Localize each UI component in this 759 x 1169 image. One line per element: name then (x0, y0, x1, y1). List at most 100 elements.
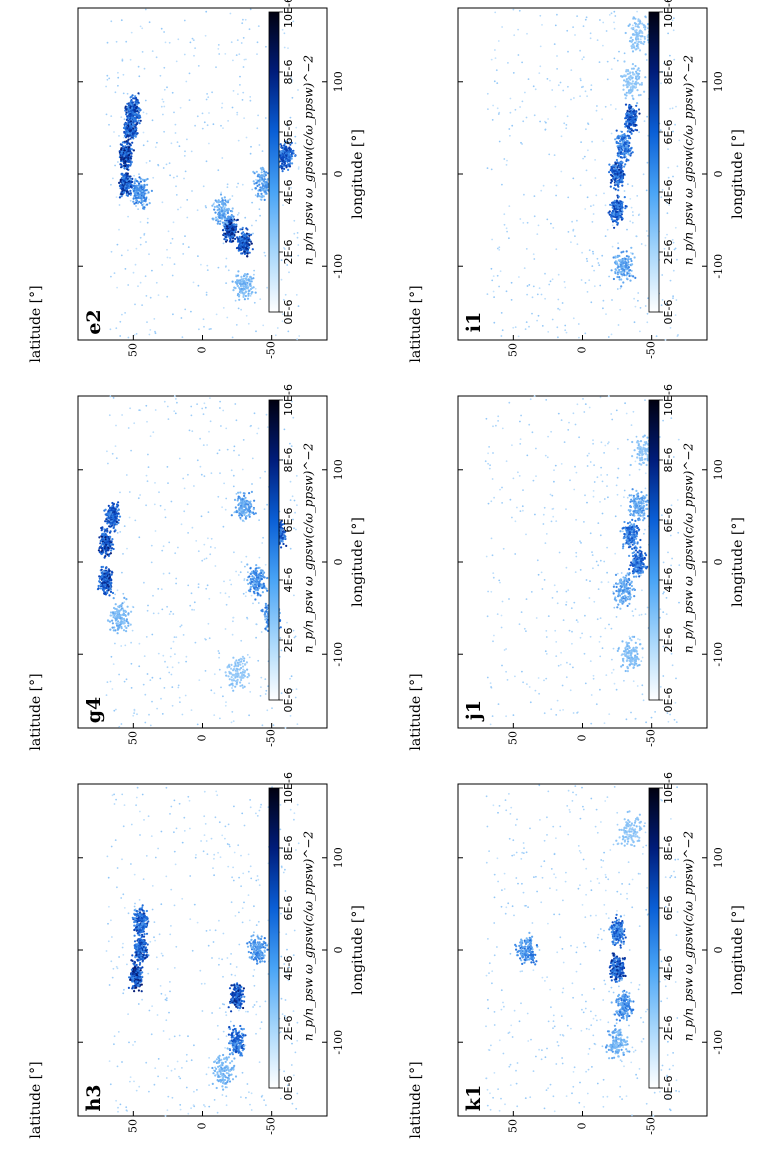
scatter-point (238, 676, 241, 679)
scatter-point (219, 407, 221, 409)
scatter-point (237, 497, 240, 500)
scatter-point (225, 1104, 228, 1107)
scatter-point (147, 604, 149, 607)
scatter-point (124, 609, 127, 612)
scatter-point (151, 700, 153, 703)
scatter-point (119, 623, 122, 626)
scatter-point (127, 624, 130, 627)
scatter-point (142, 683, 145, 686)
scatter-point (107, 876, 110, 879)
scatter-point (218, 449, 221, 451)
scatter-point (237, 658, 241, 662)
scatter-point (117, 1031, 120, 1033)
scatter-point (170, 142, 173, 145)
scatter-point (123, 804, 126, 806)
lat-tick-label: 50 (126, 343, 139, 357)
scatter-point (263, 613, 266, 616)
scatter-point (125, 140, 128, 143)
lon-tick-label: 100 (332, 459, 345, 480)
scatter-point (109, 590, 113, 593)
scatter-point (244, 505, 247, 508)
scatter-point (125, 118, 128, 121)
scatter-point (222, 307, 225, 309)
scatter-point (128, 976, 131, 979)
scatter-point (163, 31, 166, 33)
scatter-point (233, 851, 236, 854)
scatter-point (264, 693, 267, 695)
scatter-point (129, 407, 132, 410)
scatter-point (181, 1067, 183, 1069)
scatter-point (103, 572, 106, 575)
scatter-point (289, 116, 292, 119)
scatter-point (171, 274, 174, 277)
scatter-point (227, 823, 230, 826)
scatter-point (271, 707, 273, 710)
scatter-point (115, 520, 118, 524)
scatter-point (293, 812, 296, 815)
scatter-point (106, 590, 109, 593)
scatter-point (127, 1013, 129, 1015)
scatter-point (209, 420, 212, 423)
scatter-point (281, 170, 284, 173)
scatter-point (239, 663, 242, 666)
scatter-point (296, 723, 299, 725)
scatter-point (106, 855, 109, 858)
scatter-point (128, 146, 131, 149)
scatter-point (124, 268, 127, 270)
scatter-point (173, 636, 176, 638)
scatter-point (231, 711, 234, 713)
scatter-point (221, 157, 224, 159)
scatter-point (108, 553, 111, 556)
scatter-point (185, 660, 188, 663)
scatter-point (231, 280, 234, 283)
scatter-point (252, 1006, 255, 1008)
scatter-point (257, 878, 260, 881)
scatter-point (118, 615, 122, 618)
lon-tick-label: -100 (332, 254, 345, 279)
scatter-point (175, 60, 178, 63)
scatter-point (133, 182, 136, 185)
scatter-point (261, 183, 264, 186)
scatter-point (238, 509, 241, 512)
scatter-point (165, 999, 168, 1002)
scatter-point (106, 538, 109, 541)
scatter-point (169, 981, 171, 983)
scatter-point (179, 701, 181, 703)
colorbar-tick-label: 2E-6 (282, 240, 295, 265)
scatter-point (170, 647, 173, 650)
scatter-point (254, 187, 257, 190)
scatter-point (178, 145, 181, 148)
scatter-point (130, 449, 133, 452)
scatter-point (197, 583, 200, 585)
scatter-point (265, 181, 268, 184)
scatter-point (120, 191, 123, 194)
scatter-point (252, 512, 256, 516)
scatter-point (142, 111, 145, 114)
scatter-point (252, 508, 255, 511)
scatter-point (183, 510, 186, 513)
scatter-point (256, 875, 259, 877)
scatter-point (265, 192, 268, 195)
scatter-point (157, 1075, 160, 1078)
scatter-point (123, 125, 126, 128)
scatter-point (239, 75, 241, 78)
scatter-point (118, 673, 120, 676)
scatter-point (170, 673, 173, 676)
scatter-point (120, 166, 123, 169)
scatter-point (135, 205, 137, 207)
scatter-point (123, 601, 126, 604)
scatter-point (262, 574, 265, 577)
scatter-point (247, 238, 250, 241)
scatter-point (137, 285, 139, 288)
scatter-point (224, 232, 227, 235)
scatter-point (111, 626, 114, 629)
scatter-point (261, 542, 264, 544)
scatter-point (124, 128, 127, 131)
scatter-point (133, 873, 136, 876)
scatter-point (159, 985, 162, 987)
scatter-point (123, 134, 126, 137)
scatter-point (249, 865, 252, 868)
scatter-point (130, 109, 133, 113)
scatter-point (99, 545, 103, 548)
scatter-point (144, 721, 147, 724)
